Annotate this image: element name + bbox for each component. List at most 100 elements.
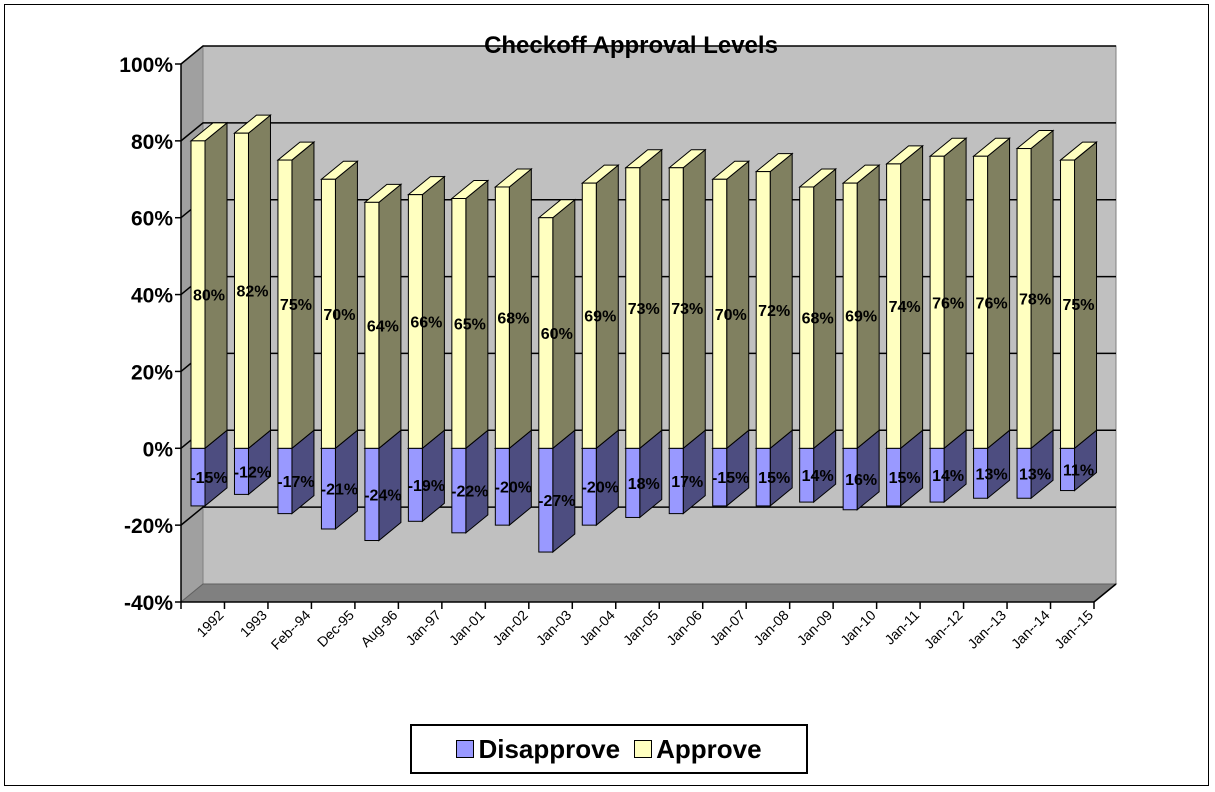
data-label-approve: 75% bbox=[280, 297, 312, 314]
bar-approve-side bbox=[639, 148, 663, 450]
data-label-disapprove: -20% bbox=[495, 480, 532, 497]
bar-approve-side bbox=[813, 167, 837, 450]
bar-approve-front bbox=[364, 201, 380, 449]
y-tick-label: 100% bbox=[119, 54, 173, 77]
data-label-disapprove: -21% bbox=[321, 482, 358, 499]
data-label-approve: 68% bbox=[802, 311, 834, 328]
data-label-disapprove: 14% bbox=[802, 468, 834, 485]
bar-approve bbox=[928, 137, 968, 450]
x-tick-label: Jan-08 bbox=[750, 607, 792, 649]
legend-label-disapprove: Disapprove bbox=[478, 733, 621, 764]
bar-approve-side bbox=[204, 121, 228, 450]
y-tick-label: 40% bbox=[131, 285, 173, 308]
bar-approve-front bbox=[668, 167, 684, 449]
data-label-approve: 68% bbox=[497, 311, 529, 328]
data-label-approve: 73% bbox=[628, 301, 660, 318]
bar-approve-front bbox=[494, 186, 510, 449]
data-label-disapprove: 16% bbox=[845, 472, 877, 489]
bar-approve-front bbox=[1060, 159, 1076, 449]
bar-approve bbox=[537, 198, 577, 450]
data-label-disapprove: 13% bbox=[976, 466, 1008, 483]
data-labels: 80% -15% 82% -12% 75% -17% 70% -21% 64% -24% 66% -1… bbox=[190, 284, 1094, 510]
data-label-approve: 80% bbox=[193, 288, 225, 305]
data-label-approve: 66% bbox=[410, 314, 442, 331]
bar-approve bbox=[754, 152, 794, 450]
bar-approve bbox=[972, 137, 1011, 450]
data-label-disapprove: -20% bbox=[582, 480, 619, 497]
bar-approve-front bbox=[320, 178, 336, 449]
legend: Disapprove Approve bbox=[410, 724, 808, 774]
bar-disapprove-side bbox=[552, 429, 576, 554]
data-label-approve: 60% bbox=[541, 326, 573, 343]
data-label-approve: 82% bbox=[236, 284, 268, 301]
legend-item-disapprove: Disapprove bbox=[456, 734, 620, 765]
gridline bbox=[180, 45, 1116, 65]
bar-approve bbox=[493, 167, 533, 450]
legend-swatch-approve bbox=[634, 740, 653, 758]
bar-approve bbox=[624, 148, 664, 450]
bar-approve bbox=[580, 164, 620, 450]
bar-approve bbox=[1059, 141, 1098, 450]
bar-approve-side bbox=[508, 167, 532, 450]
data-label-approve: 65% bbox=[454, 316, 486, 333]
bar-approve bbox=[233, 114, 272, 450]
data-label-disapprove: 18% bbox=[628, 476, 660, 493]
gridline bbox=[180, 122, 1116, 142]
data-label-approve: 74% bbox=[889, 299, 921, 316]
legend-swatch-disapprove bbox=[456, 740, 475, 758]
x-tick-label: Jan-01 bbox=[446, 607, 488, 649]
y-tick-label: 60% bbox=[131, 208, 173, 231]
bar-approve-side bbox=[682, 148, 706, 450]
data-label-disapprove: 17% bbox=[671, 474, 703, 491]
bar-approve-side bbox=[1030, 129, 1054, 450]
bar-approve bbox=[320, 160, 359, 450]
bar-approve-front bbox=[190, 140, 206, 449]
bar-disapprove-side bbox=[378, 429, 402, 542]
bar-approve-side bbox=[987, 137, 1011, 450]
bar-approve-side bbox=[465, 179, 489, 450]
data-label-approve: 73% bbox=[671, 301, 703, 318]
bar-approve-front bbox=[886, 163, 902, 449]
data-label-disapprove: 11% bbox=[1063, 462, 1094, 479]
data-label-approve: 69% bbox=[845, 309, 877, 326]
bar-approve-front bbox=[407, 194, 423, 449]
legend-item-approve: Approve bbox=[634, 733, 762, 765]
y-tick-labels: 100% 80% 60% 40% 20% 0% -20% -40% bbox=[119, 54, 173, 615]
bar-approve-front bbox=[799, 186, 815, 449]
bar-approve bbox=[798, 167, 838, 450]
bar-approve bbox=[363, 183, 403, 450]
data-label-disapprove: -15% bbox=[190, 470, 227, 487]
axes bbox=[175, 63, 1117, 609]
x-tick-label: Jan-04 bbox=[576, 607, 618, 649]
bar-approve-side bbox=[769, 152, 793, 450]
x-tick-label: Jan-03 bbox=[533, 607, 575, 649]
y-tick-label: -40% bbox=[124, 592, 173, 615]
x-tick-label: Jan-10 bbox=[837, 607, 879, 649]
x-tick-label: Jan--12 bbox=[921, 607, 966, 652]
data-label-approve: 76% bbox=[932, 295, 964, 312]
legend-label-approve: Approve bbox=[656, 733, 762, 764]
bar-approve bbox=[276, 141, 316, 450]
bar-approve-front bbox=[755, 171, 771, 449]
data-label-disapprove: -17% bbox=[277, 474, 314, 491]
data-label-approve: 70% bbox=[715, 307, 747, 324]
bar-approve-side bbox=[726, 160, 750, 450]
data-label-disapprove: -15% bbox=[712, 470, 749, 487]
bar-approve-side bbox=[291, 141, 315, 450]
data-label-disapprove: -12% bbox=[234, 464, 271, 481]
bar-approve-front bbox=[581, 182, 597, 449]
bar-approve bbox=[1015, 129, 1055, 450]
bar-approve bbox=[711, 160, 751, 450]
bar-approve bbox=[450, 179, 490, 450]
data-label-approve: 75% bbox=[1063, 297, 1095, 314]
bar-approve-side bbox=[943, 137, 967, 450]
bars bbox=[189, 114, 1098, 554]
data-label-approve: 69% bbox=[584, 309, 616, 326]
x-tick-label: 1992 bbox=[193, 607, 226, 640]
chart-frame: 100% 80% 60% 40% 20% 0% -20% -40% 1992 1993 Feb--… bbox=[4, 4, 1209, 786]
x-tick-label: Jan--14 bbox=[1008, 607, 1053, 652]
data-label-disapprove: -24% bbox=[364, 487, 401, 504]
data-label-disapprove: 15% bbox=[889, 470, 921, 487]
bar-approve-front bbox=[842, 182, 858, 449]
